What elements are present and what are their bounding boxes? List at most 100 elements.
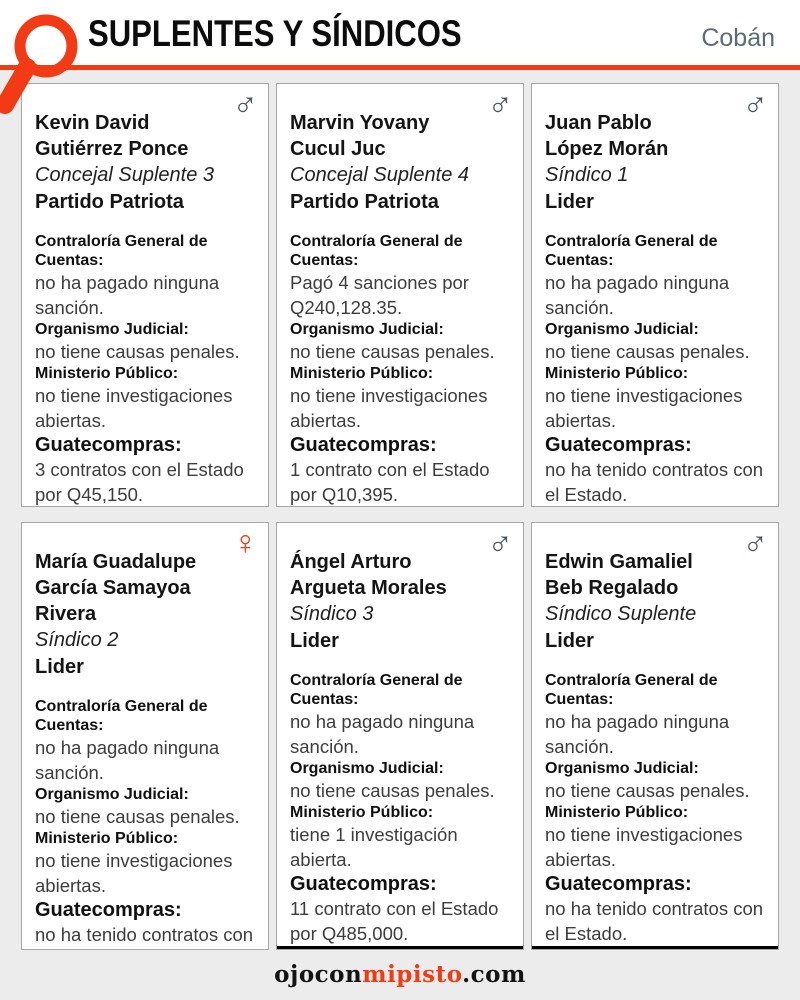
footer-logo: ojoconmipisto.com <box>0 961 800 988</box>
candidate-position: Síndico 2 <box>35 629 119 651</box>
candidate-name-line: Edwin Gamaliel <box>545 551 693 573</box>
candidate-name-line: Beb Regalado <box>545 577 679 599</box>
record-fields: Contraloría General de Cuentas: no ha pa… <box>35 232 255 506</box>
candidate-card: ♂ Marvin Yovany Cucul Juc Concejal Suple… <box>276 83 524 507</box>
candidate-card: ♂ Juan Pablo López Morán Síndico 1 Lider… <box>531 83 779 507</box>
cross-icon: ✖ <box>743 949 769 950</box>
field-value: no tiene investigaciones abiertas. <box>35 385 233 431</box>
male-icon: ♂ <box>742 524 769 562</box>
field-label: Organismo Judicial: <box>545 760 699 777</box>
candidate-name-line: Gutiérrez Ponce <box>35 138 189 160</box>
field-label: Ministerio Público: <box>290 365 434 382</box>
card-content: ♂ Ángel Arturo Argueta Morales Síndico 3… <box>277 523 523 946</box>
card-content: ♂ Marvin Yovany Cucul Juc Concejal Suple… <box>277 84 523 506</box>
candidate-name-line: Marvin Yovany <box>290 112 430 134</box>
male-icon: ♂ <box>487 524 514 562</box>
candidate-position: Síndico 1 <box>545 164 629 186</box>
field-label: Contraloría General de Cuentas: <box>290 233 463 269</box>
candidate-card: ♂ Kevin David Gutiérrez Ponce Concejal S… <box>21 83 269 507</box>
field-label: Organismo Judicial: <box>35 786 189 803</box>
location-label: Cobán <box>701 24 775 52</box>
footer-logo-part: ojocon <box>274 961 363 988</box>
field-value: no ha tenido contratos con el Estado. <box>545 459 764 505</box>
field-label: Ministerio Público: <box>35 365 179 382</box>
record-fields: Contraloría General de Cuentas: no ha pa… <box>545 232 765 506</box>
candidate-name: Ángel Arturo Argueta Morales <box>290 549 510 601</box>
cross-icon: ✖ <box>488 949 514 950</box>
field-value: no tiene causas penales. <box>545 341 750 362</box>
field-label: Ministerio Público: <box>35 830 179 847</box>
candidate-name: Edwin Gamaliel Beb Regalado <box>545 549 765 601</box>
field-label: Guatecompras: <box>290 873 437 895</box>
field-value: no tiene investigaciones abiertas. <box>35 850 233 896</box>
candidate-name: Juan Pablo López Morán <box>545 110 765 162</box>
candidate-name: María Guadalupe García Samayoa Rivera <box>35 549 255 627</box>
field-value: no tiene causas penales. <box>290 780 495 801</box>
field-value: no tiene causas penales. <box>290 341 495 362</box>
reelecto-bar: Reelecto: ✖ <box>277 946 523 950</box>
field-label: Guatecompras: <box>290 434 437 456</box>
field-value: 3 contratos con el Estado por Q45,150. <box>35 459 244 505</box>
field-value: 11 contrato con el Estado por Q485,000. <box>290 898 499 944</box>
candidate-name-line: Juan Pablo <box>545 112 652 134</box>
card-content: ♂ Juan Pablo López Morán Síndico 1 Lider… <box>532 84 778 506</box>
record-fields: Contraloría General de Cuentas: Pagó 4 s… <box>290 232 510 506</box>
record-fields: Contraloría General de Cuentas: no ha pa… <box>545 671 765 946</box>
candidate-name: Kevin David Gutiérrez Ponce <box>35 110 255 162</box>
candidate-name: Marvin Yovany Cucul Juc <box>290 110 510 162</box>
candidate-position: Síndico Suplente <box>545 603 697 625</box>
candidate-name-line: María Guadalupe <box>35 551 197 573</box>
footer-logo-part: mipisto <box>362 961 463 988</box>
female-icon: ♀ <box>232 524 259 562</box>
candidate-position: Concejal Suplente 4 <box>290 164 470 186</box>
field-value: no tiene investigaciones abiertas. <box>545 824 743 870</box>
footer-logo-part: .com <box>462 961 526 988</box>
record-fields: Contraloría General de Cuentas: no ha pa… <box>290 671 510 946</box>
candidate-position: Concejal Suplente 3 <box>35 164 215 186</box>
field-label: Ministerio Público: <box>545 365 689 382</box>
candidate-name-line: Cucul Juc <box>290 138 386 160</box>
magnifier-icon <box>0 14 78 114</box>
field-value: no ha pagado ninguna sanción. <box>545 711 730 757</box>
candidate-card: ♀ María Guadalupe García Samayoa Rivera … <box>21 522 269 950</box>
field-label: Organismo Judicial: <box>290 321 444 338</box>
field-label: Contraloría General de Cuentas: <box>35 233 208 269</box>
field-label: Contraloría General de Cuentas: <box>545 672 718 708</box>
field-value: no tiene investigaciones abiertas. <box>290 385 488 431</box>
candidate-card: ♂ Ángel Arturo Argueta Morales Síndico 3… <box>276 522 524 950</box>
candidate-party: Partido Patriota <box>35 191 184 213</box>
card-content: ♂ Kevin David Gutiérrez Ponce Concejal S… <box>22 84 268 506</box>
field-label: Guatecompras: <box>35 434 182 456</box>
field-label: Ministerio Público: <box>290 804 434 821</box>
candidate-party: Lider <box>290 630 339 652</box>
male-icon: ♂ <box>232 85 259 123</box>
field-value: no tiene causas penales. <box>545 780 750 801</box>
male-icon: ♂ <box>742 85 769 123</box>
field-value: tiene 1 investigación abierta. <box>290 824 458 870</box>
candidate-name-line: García Samayoa Rivera <box>35 577 191 625</box>
candidate-name-line: Kevin David <box>35 112 150 134</box>
candidate-party: Partido Patriota <box>290 191 439 213</box>
field-value: no ha pagado ninguna sanción. <box>545 272 730 318</box>
candidate-name-line: Argueta Morales <box>290 577 447 599</box>
field-value: no ha tenido contratos con el Estado. <box>545 898 764 944</box>
record-fields: Contraloría General de Cuentas: no ha pa… <box>35 697 255 949</box>
field-value: no tiene causas penales. <box>35 341 240 362</box>
candidate-name-line: Ángel Arturo <box>290 551 412 573</box>
field-label: Guatecompras: <box>545 434 692 456</box>
candidate-name-line: López Morán <box>545 138 669 160</box>
candidate-position: Síndico 3 <box>290 603 374 625</box>
field-label: Guatecompras: <box>35 899 182 921</box>
card-content: ♀ María Guadalupe García Samayoa Rivera … <box>22 523 268 949</box>
field-value: Pagó 4 sanciones por Q240,128.35. <box>290 272 469 318</box>
field-label: Organismo Judicial: <box>35 321 189 338</box>
field-label: Contraloría General de Cuentas: <box>290 672 463 708</box>
page-header: SUPLENTES Y SÍNDICOS Cobán <box>0 0 800 114</box>
cards-grid: ♂ Kevin David Gutiérrez Ponce Concejal S… <box>21 83 779 950</box>
field-value: no tiene causas penales. <box>35 806 240 827</box>
field-label: Organismo Judicial: <box>290 760 444 777</box>
field-value: no ha tenido contratos con el Estado. <box>35 924 254 945</box>
candidate-party: Lider <box>545 191 594 213</box>
field-label: Guatecompras: <box>545 873 692 895</box>
reelecto-bar: Reelecto: ✖ <box>532 946 778 950</box>
